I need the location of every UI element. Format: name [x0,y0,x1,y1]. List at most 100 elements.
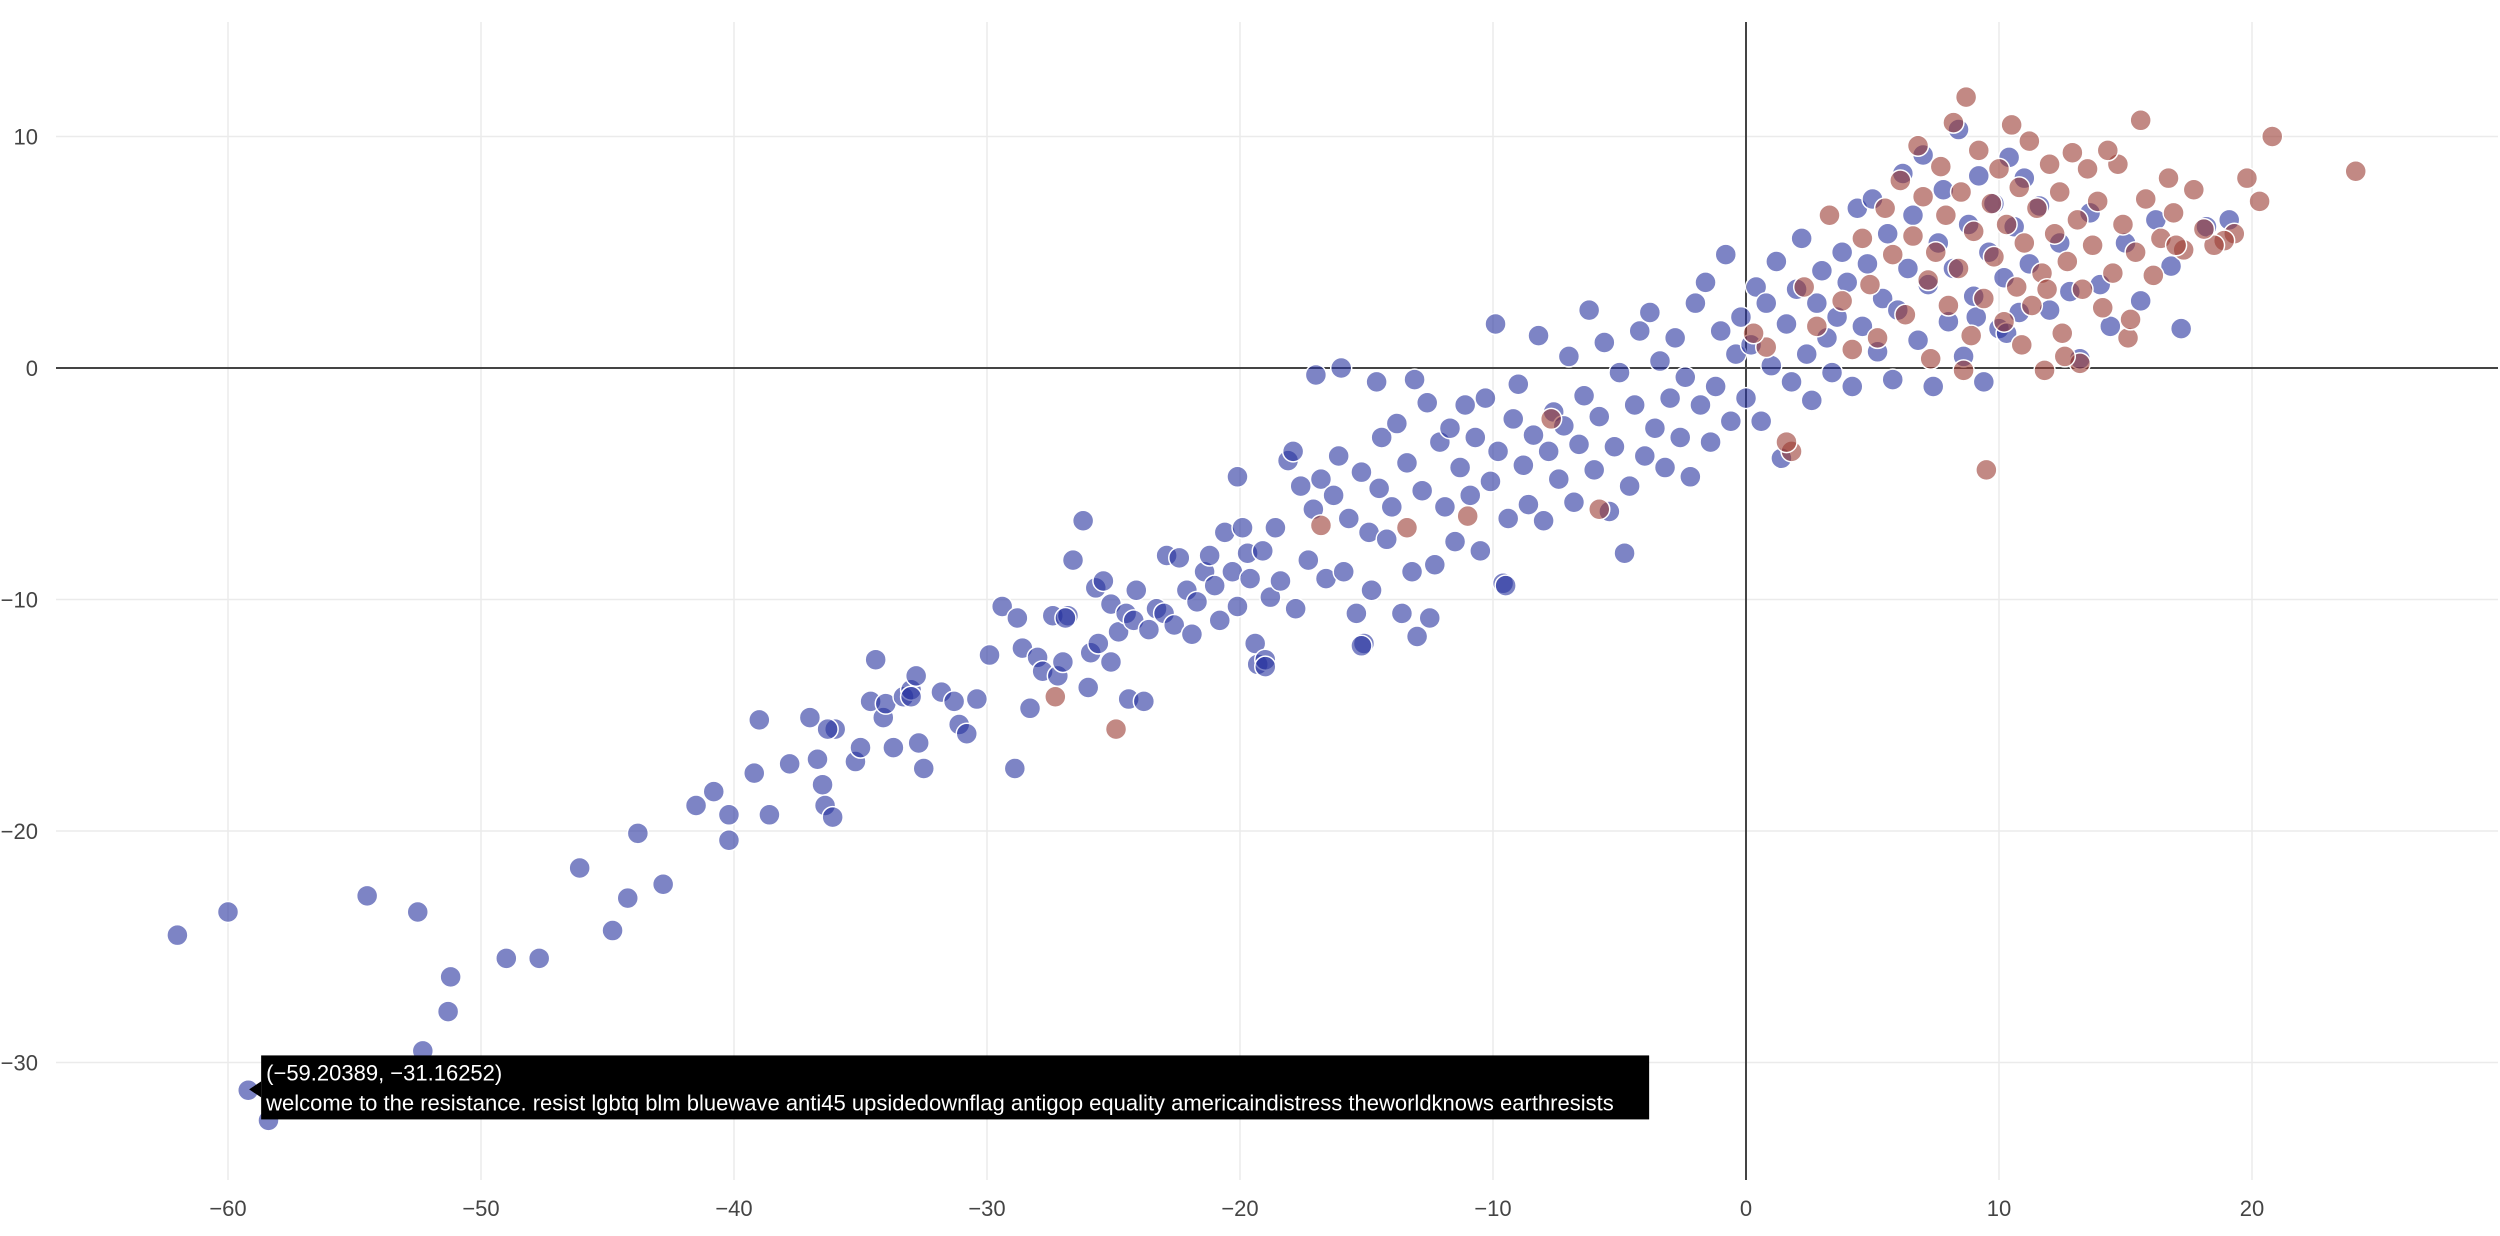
blue-point[interactable] [1754,291,1778,315]
blue-point[interactable] [216,900,240,924]
red-point[interactable] [2116,326,2140,350]
red-point[interactable] [2248,190,2271,213]
red-point[interactable] [2081,234,2104,257]
blue-point[interactable] [1512,453,1535,477]
blue-point[interactable] [1304,363,1328,387]
blue-point[interactable] [816,717,839,741]
blue-point[interactable] [1006,606,1029,630]
blue-point[interactable] [1547,467,1571,491]
blue-point[interactable] [1507,372,1530,396]
red-point[interactable] [1901,224,1925,248]
blue-point[interactable] [1841,375,1864,398]
red-point[interactable] [1395,516,1419,539]
blue-point[interactable] [1238,567,1262,590]
blue-point[interactable] [864,648,887,671]
blue-point[interactable] [1281,440,1305,463]
blue-point[interactable] [1453,393,1477,417]
blue-point[interactable] [811,773,834,796]
red-point[interactable] [2013,231,2036,255]
red-point[interactable] [1104,717,1128,741]
blue-point[interactable] [1400,560,1424,583]
red-point[interactable] [2111,213,2135,236]
blue-point[interactable] [1259,585,1282,609]
blue-point[interactable] [1628,319,1651,343]
blue-point[interactable] [1264,516,1287,539]
blue-point[interactable] [907,731,930,755]
blue-point[interactable] [742,761,766,785]
blue-point[interactable] [1972,370,1996,394]
blue-point[interactable] [1648,349,1672,373]
blue-point[interactable] [1226,465,1249,489]
red-point[interactable] [1992,310,2016,333]
blue-point[interactable] [1208,609,1232,632]
blue-point[interactable] [821,805,844,829]
blue-point[interactable] [1423,553,1447,577]
red-point[interactable] [1805,315,1829,338]
blue-point[interactable] [1076,676,1100,699]
blue-point[interactable] [1464,426,1487,449]
blue-point[interactable] [1099,650,1123,674]
red-point[interactable] [1044,685,1067,708]
blue-point[interactable] [1572,384,1596,408]
red-point[interactable] [2142,264,2165,287]
red-point[interactable] [1851,227,1874,250]
blue-point[interactable] [1699,430,1722,454]
red-point[interactable] [2344,159,2367,183]
red-point[interactable] [1995,213,2018,236]
red-point[interactable] [1858,273,1882,296]
blue-point[interactable] [1658,386,1682,410]
red-point[interactable] [1980,192,2003,215]
blue-point[interactable] [166,923,189,947]
red-point[interactable] [2164,234,2188,257]
blue-point[interactable] [1557,345,1581,368]
red-point[interactable] [1975,458,1998,482]
blue-point[interactable] [1403,368,1426,391]
red-point[interactable] [2162,201,2185,225]
blue-point[interactable] [1479,470,1502,493]
blue-point[interactable] [1906,328,1930,352]
red-point[interactable] [1934,203,1958,227]
blue-point[interactable] [1405,625,1429,648]
blue-point[interactable] [1003,757,1027,780]
blue-point[interactable] [1071,509,1095,533]
blue-point[interactable] [912,757,935,780]
red-point[interactable] [1889,169,1912,192]
blue-point[interactable] [651,872,675,896]
blue-point[interactable] [1714,243,1738,266]
red-point[interactable] [2035,278,2059,301]
blue-point[interactable] [1593,331,1616,354]
blue-point[interactable] [1087,632,1110,655]
blue-point[interactable] [1603,435,1626,458]
blue-point[interactable] [527,947,551,970]
red-point[interactable] [1873,197,1897,220]
red-point[interactable] [1937,294,1960,317]
blue-point[interactable] [1618,474,1641,498]
blue-point[interactable] [1851,315,1874,338]
blue-point[interactable] [1365,370,1388,394]
red-point[interactable] [1954,85,1978,109]
blue-point[interactable] [1469,539,1492,563]
blue-point[interactable] [1132,690,1156,713]
blue-point[interactable] [1448,456,1472,479]
blue-point[interactable] [1254,655,1277,678]
blue-point[interactable] [1415,391,1439,414]
blue-point[interactable] [1018,697,1042,720]
blue-point[interactable] [1289,474,1312,498]
blue-point[interactable] [1345,602,1368,625]
blue-point[interactable] [1390,602,1414,625]
blue-point[interactable] [778,752,801,776]
blue-point[interactable] [955,722,979,746]
red-point[interactable] [2202,234,2226,257]
red-point[interactable] [1949,180,1973,204]
blue-point[interactable] [1881,368,1904,391]
red-point[interactable] [1911,185,1935,208]
blue-point[interactable] [702,780,726,803]
blue-point[interactable] [1795,342,1818,366]
blue-point[interactable] [1168,546,1191,570]
blue-point[interactable] [1162,613,1186,637]
red-point[interactable] [2007,176,2031,199]
red-point[interactable] [1881,243,1904,266]
red-point[interactable] [1775,430,1798,454]
blue-point[interactable] [1284,597,1307,621]
